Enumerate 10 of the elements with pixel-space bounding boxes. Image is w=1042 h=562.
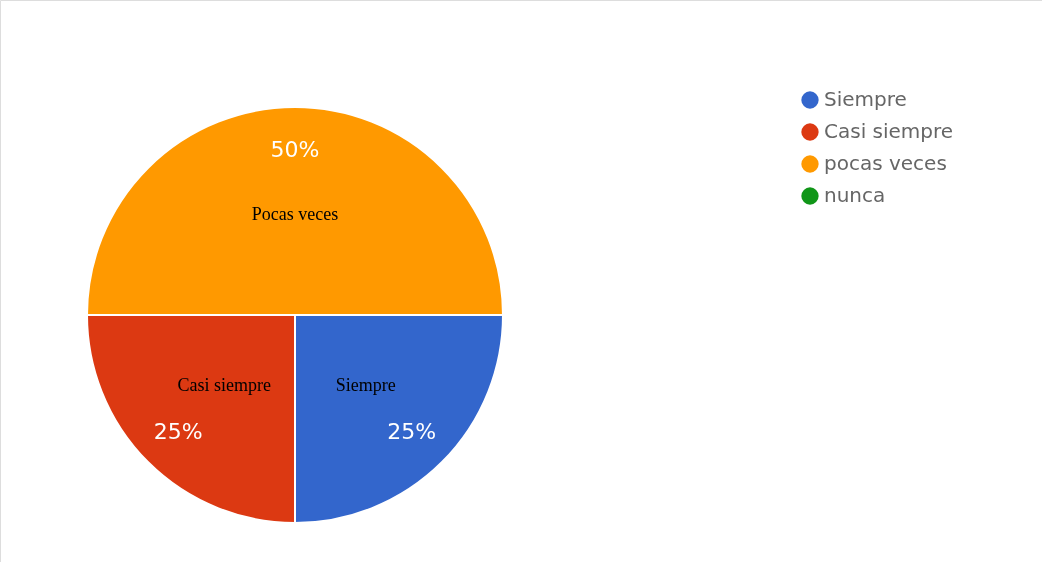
data-label: 25% [153,418,203,444]
data-label: 25% [387,418,437,444]
legend-label: Casi siempre [824,119,954,143]
slice-label: Siempre [335,374,396,395]
text: Pocas veces [251,204,339,224]
legend-label: Siempre [824,87,907,111]
data-label: 50% [270,137,320,162]
slice-label: Casi siempre [177,374,272,395]
legend-label: nunca [824,183,886,207]
legend-label: pocas veces [824,151,947,175]
